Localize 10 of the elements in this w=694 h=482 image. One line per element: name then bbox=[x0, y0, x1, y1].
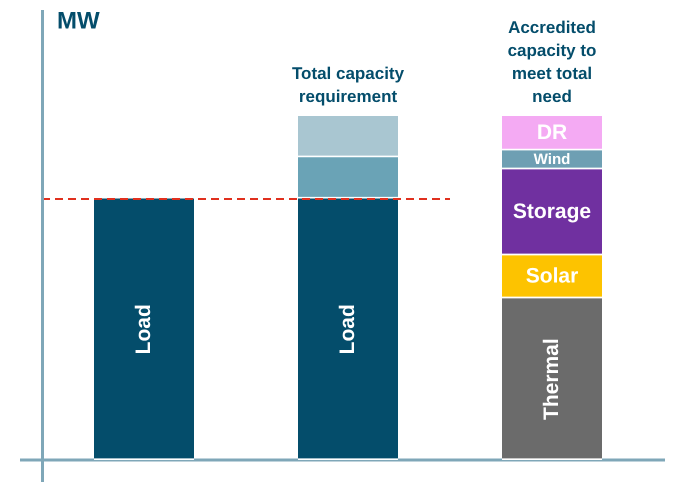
x-tick-label: Total capacity requirement bbox=[292, 64, 405, 106]
y-axis-title: MW bbox=[57, 8, 100, 35]
series-label: DR bbox=[536, 120, 568, 144]
x-tick-label: Accredited capacity to meet total need bbox=[508, 18, 596, 106]
series-label: Wind bbox=[534, 151, 570, 168]
series-label: Solar bbox=[526, 264, 578, 288]
series-label: Load bbox=[132, 304, 155, 354]
text: Load bbox=[336, 304, 359, 354]
series-label: Storage bbox=[512, 200, 592, 224]
series-label: Thermal bbox=[540, 338, 563, 420]
